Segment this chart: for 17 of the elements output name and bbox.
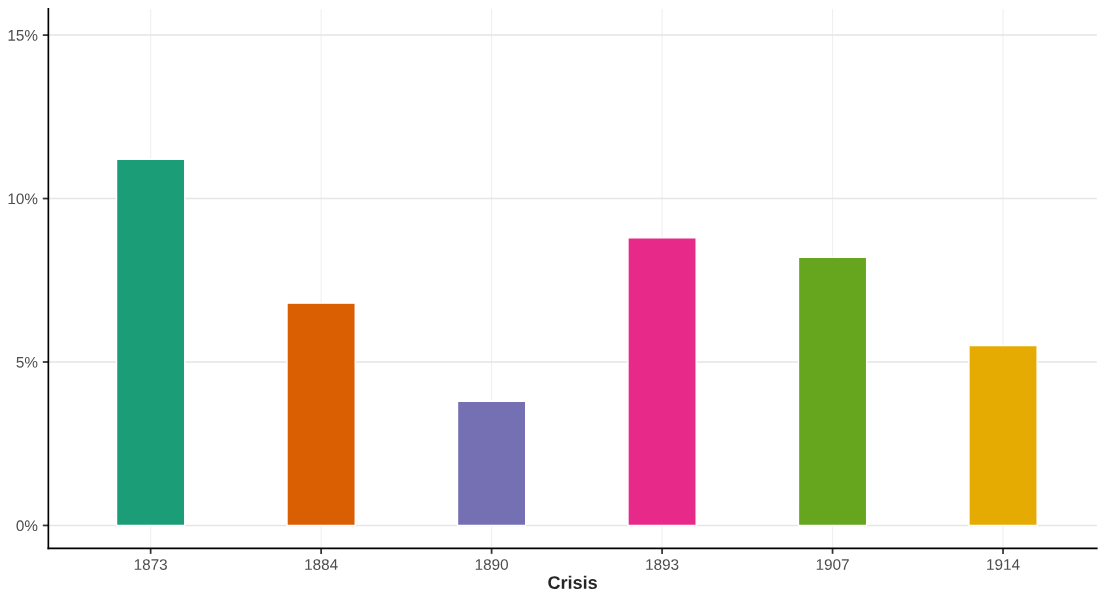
y-tick-label: 0% bbox=[16, 520, 38, 532]
x-tick-label: 1884 bbox=[305, 559, 338, 570]
bar bbox=[115, 158, 186, 527]
y-tick-label: 10% bbox=[8, 193, 38, 205]
bar bbox=[968, 344, 1038, 527]
y-tick-label: 15% bbox=[8, 30, 38, 41]
bar bbox=[456, 400, 527, 527]
bar bbox=[627, 237, 697, 527]
x-tick-label: 1873 bbox=[134, 559, 167, 570]
x-tick-label: 1907 bbox=[816, 559, 849, 570]
x-tick-label: 1893 bbox=[646, 559, 679, 570]
y-tick-label: 5% bbox=[16, 356, 38, 368]
x-axis-title: Crisis bbox=[548, 575, 597, 590]
x-tick-label: 1914 bbox=[987, 559, 1020, 570]
bar bbox=[797, 256, 868, 527]
x-tick-label: 1890 bbox=[475, 559, 508, 570]
bar bbox=[286, 302, 356, 527]
